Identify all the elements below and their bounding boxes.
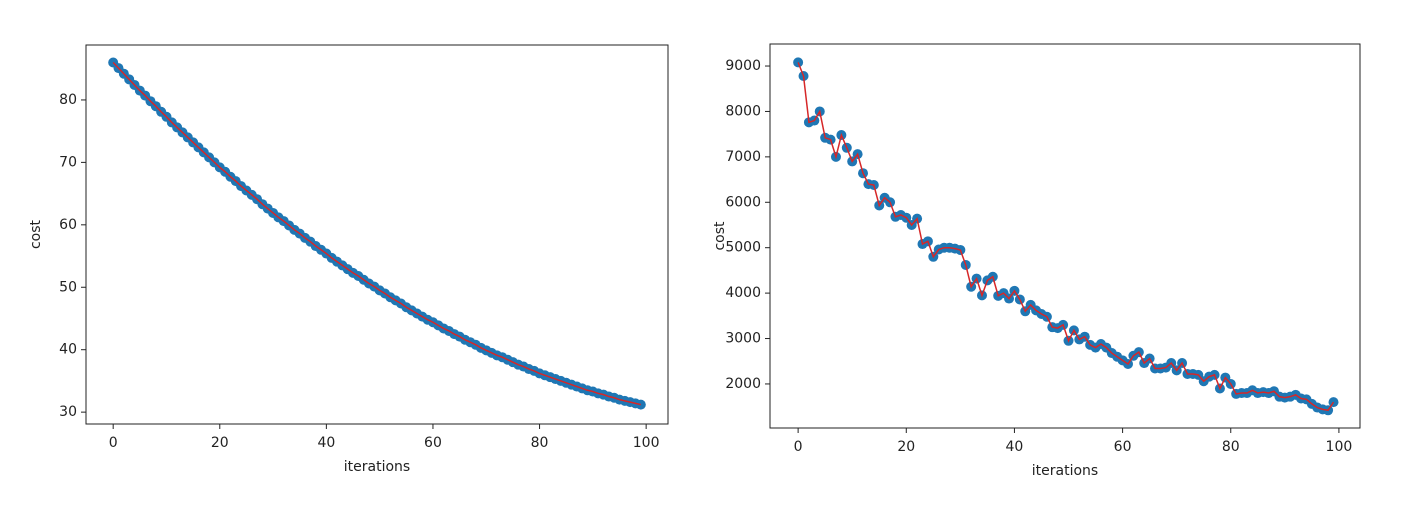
y-tick-label: 5000 — [725, 240, 761, 256]
cost-line — [112, 61, 641, 406]
x-tick-label: 0 — [794, 439, 803, 455]
y-tick-label: 3000 — [725, 331, 761, 347]
x-tick-label: 0 — [109, 435, 118, 451]
y-axis-label: cost — [712, 221, 728, 251]
y-tick-label: 80 — [59, 92, 77, 108]
plot-frame — [769, 43, 1361, 429]
x-tick-label: 80 — [531, 435, 549, 451]
y-tick-label: 9000 — [725, 58, 761, 74]
y-tick-label: 40 — [59, 342, 77, 358]
x-tick-label: 100 — [1326, 439, 1353, 455]
y-tick-label: 2000 — [725, 376, 761, 392]
x-tick-label: 20 — [897, 439, 915, 455]
x-axis-label: iterations — [344, 459, 410, 475]
y-tick-label: 60 — [59, 217, 77, 233]
x-tick-label: 40 — [1006, 439, 1024, 455]
x-axis-label: iterations — [1032, 463, 1098, 479]
y-tick-label: 4000 — [725, 285, 761, 301]
x-tick-label: 40 — [317, 435, 335, 451]
x-tick-label: 60 — [1114, 439, 1132, 455]
x-tick-label: 60 — [424, 435, 442, 451]
y-tick-label: 30 — [59, 404, 77, 420]
y-axis-label: cost — [28, 219, 44, 249]
plot-frame — [85, 44, 669, 425]
y-tick-label: 6000 — [725, 194, 761, 210]
y-tick-label: 50 — [59, 279, 77, 295]
x-tick-label: 100 — [633, 435, 660, 451]
cost-line — [797, 62, 1335, 412]
y-tick-label: 8000 — [725, 103, 761, 119]
x-tick-label: 20 — [211, 435, 229, 451]
y-tick-label: 70 — [59, 154, 77, 170]
y-tick-label: 7000 — [725, 149, 761, 165]
x-tick-label: 80 — [1222, 439, 1240, 455]
